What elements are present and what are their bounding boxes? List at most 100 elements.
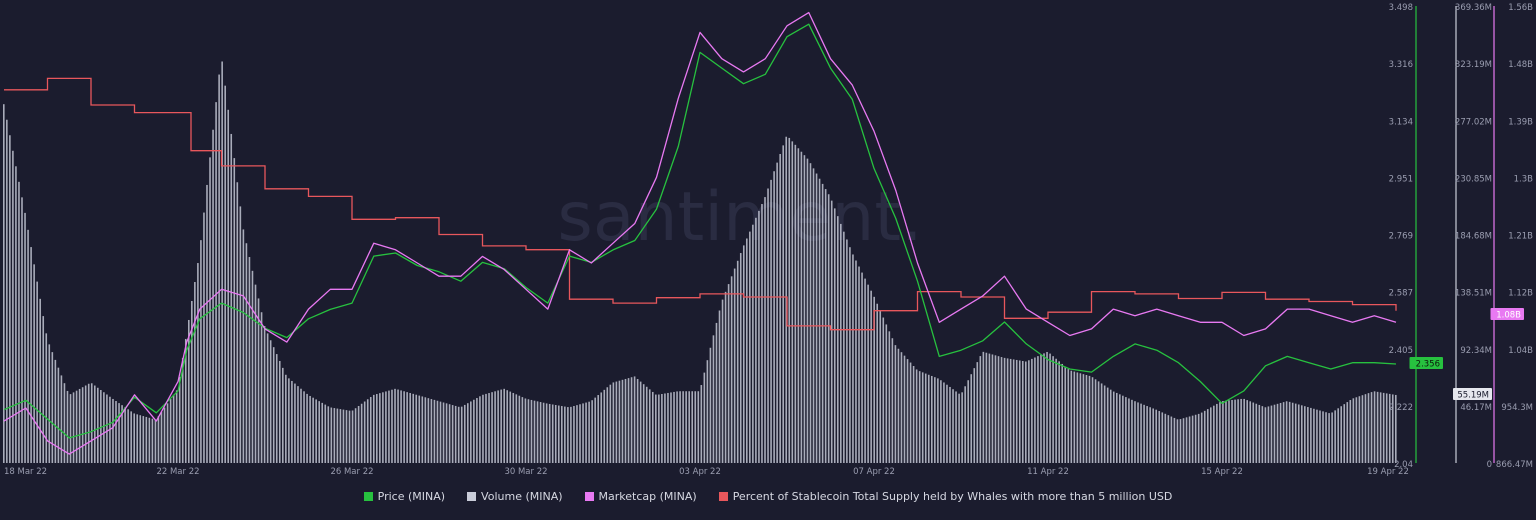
volume-bar <box>1213 405 1215 463</box>
volume-bar <box>1040 354 1042 463</box>
volume-bar <box>397 389 399 463</box>
volume-bar <box>1352 398 1355 463</box>
volume-bar <box>776 162 778 463</box>
volume-bar <box>642 384 645 463</box>
volume-bar <box>1346 402 1349 463</box>
volume-bar <box>54 359 57 463</box>
volume-bar <box>1206 409 1209 463</box>
volume-tick-label: 230.85M <box>1455 174 1492 184</box>
volume-bar <box>973 368 976 463</box>
x-tick-label: 15 Apr 22 <box>1201 467 1243 477</box>
volume-bar <box>145 416 148 463</box>
volume-bar <box>1294 403 1297 463</box>
volume-bar <box>970 374 973 463</box>
volume-bar <box>18 181 20 463</box>
volume-bar <box>1373 391 1376 463</box>
volume-bar <box>1291 402 1294 463</box>
volume-bar <box>1210 407 1212 463</box>
volume-bar <box>1085 375 1088 463</box>
volume-bar <box>803 155 806 463</box>
legend: Price (MINA) Volume (MINA) Marketcap (MINA… <box>0 490 1536 503</box>
volume-bar <box>506 390 509 463</box>
price-badge-bg <box>1409 357 1443 369</box>
volume-bar <box>1058 361 1060 463</box>
marketcap-tick-label: 1.12B <box>1508 289 1533 299</box>
volume-bar <box>224 85 226 463</box>
volume-bar <box>988 353 991 463</box>
volume-bar <box>154 419 157 463</box>
volume-bar <box>1391 394 1394 463</box>
volume-bar <box>1297 404 1300 463</box>
volume-bar <box>1161 412 1164 463</box>
volume-bar <box>427 398 430 463</box>
volume-bar <box>100 390 102 463</box>
volume-bar <box>333 408 336 463</box>
volume-bar <box>106 394 108 463</box>
volume-bar <box>1197 413 1200 463</box>
volume-bar <box>588 401 590 463</box>
volume-bar <box>1340 406 1343 463</box>
x-tick-label: 30 Mar 22 <box>504 467 547 477</box>
marketcap-last-value: 1.08B <box>1496 311 1521 321</box>
legend-item[interactable]: Percent of Stablecoin Total Supply held … <box>718 490 1172 503</box>
volume-bar <box>949 386 951 463</box>
volume-bar <box>1310 407 1312 463</box>
volume-bar <box>151 418 154 463</box>
volume-bar <box>318 401 320 463</box>
volume-bar <box>460 406 463 463</box>
legend-item[interactable]: Volume (MINA) <box>467 490 563 503</box>
volume-bar <box>1285 401 1288 463</box>
volume-bar <box>585 402 587 463</box>
x-tick-label: 19 Apr 22 <box>1367 467 1409 477</box>
volume-bar <box>1103 385 1106 463</box>
volume-bar <box>497 390 499 463</box>
volume-bar <box>673 391 675 463</box>
price-tick-label: 2.04 <box>1394 460 1413 470</box>
volume-bar <box>752 224 754 463</box>
volume-bar <box>964 386 966 463</box>
volume-bar <box>303 391 305 463</box>
volume-bar <box>633 376 636 463</box>
volume-bar <box>721 299 724 463</box>
volume-bar <box>197 263 199 463</box>
volume-bar <box>9 135 11 463</box>
volume-bar <box>24 212 26 463</box>
volume-tick-label: 184.68M <box>1455 232 1492 242</box>
volume-bar <box>1355 397 1358 463</box>
legend-label: Marketcap (MINA) <box>598 490 697 503</box>
volume-bar <box>597 395 600 463</box>
legend-item[interactable]: Marketcap (MINA) <box>584 490 697 503</box>
volume-bar <box>794 144 797 463</box>
volume-bar <box>591 400 593 463</box>
volume-bar <box>1003 357 1006 463</box>
volume-bar <box>1100 383 1103 463</box>
price-line <box>3 23 1397 439</box>
volume-bar <box>876 303 879 463</box>
volume-bar <box>1331 412 1333 463</box>
legend-item[interactable]: Price (MINA) <box>363 490 445 503</box>
price-tick-label: 2.769 <box>1389 232 1413 242</box>
volume-bar <box>946 384 948 463</box>
volume-bar <box>1037 356 1039 463</box>
volume-bar <box>727 284 730 463</box>
x-tick-label: 07 Apr 22 <box>853 467 895 477</box>
volume-bar <box>1231 399 1233 463</box>
volume-bar <box>245 243 248 463</box>
marketcap-line <box>3 11 1397 455</box>
volume-bar <box>967 380 969 463</box>
volume-bar <box>530 399 533 463</box>
volume-bar <box>430 399 433 463</box>
volume-bar <box>221 61 223 464</box>
volume-bar <box>1152 408 1154 463</box>
volume-bar <box>1279 402 1282 463</box>
volume-bar <box>175 390 178 463</box>
volume-bar <box>285 374 287 463</box>
volume-bar <box>818 178 821 463</box>
volume-bar <box>1319 410 1321 463</box>
volume-bar <box>442 402 445 463</box>
volume-bar <box>1249 401 1252 463</box>
volume-bar <box>1109 389 1112 463</box>
volume-bar <box>1179 419 1182 463</box>
volume-bar <box>991 354 994 463</box>
volume-bar <box>1264 407 1267 463</box>
